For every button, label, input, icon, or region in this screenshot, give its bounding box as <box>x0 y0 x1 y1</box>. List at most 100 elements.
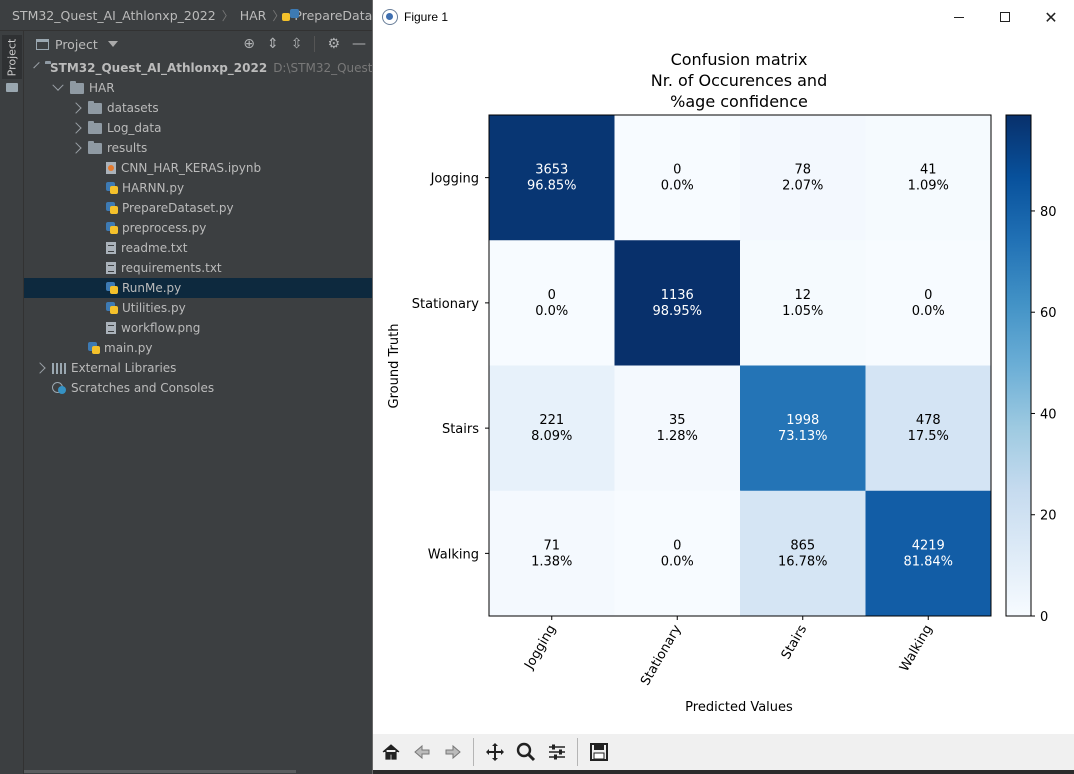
cell-count-label: 1136 <box>661 288 694 303</box>
tree-item[interactable]: readme.txt <box>24 238 372 258</box>
breadcrumb-file[interactable]: PrepareDataset.py <box>294 7 372 23</box>
colorbar <box>1005 114 1032 617</box>
cell-count-label: 0 <box>673 538 681 553</box>
cell-count-label: 41 <box>920 163 937 178</box>
colorbar-tick-label: 40 <box>1040 407 1057 422</box>
chevron-down-icon[interactable] <box>107 41 118 47</box>
tree-item[interactable]: preprocess.py <box>24 218 372 238</box>
chevron-right-icon[interactable] <box>70 102 82 114</box>
tree-item[interactable]: STM32_Quest_AI_Athlonxp_2022 D:\STM32_Que… <box>24 58 390 78</box>
python-file-icon <box>88 342 100 354</box>
tree-item[interactable]: results <box>24 138 372 158</box>
python-file-icon <box>106 282 118 294</box>
close-icon: ✕ <box>1044 7 1058 27</box>
tree-item[interactable]: External Libraries <box>24 358 372 378</box>
tree-item-label: HARNN.py <box>122 181 185 195</box>
heatmap-cell <box>740 240 866 366</box>
cell-percent-label: 73.13% <box>778 429 828 444</box>
cell-percent-label: 0.0% <box>535 304 568 319</box>
tree-item[interactable]: workflow.png <box>24 318 372 338</box>
home-button[interactable] <box>375 737 406 768</box>
tree-item[interactable]: HARNN.py <box>24 178 372 198</box>
colorbar-tick-label: 20 <box>1040 509 1057 524</box>
chevron-down-icon[interactable] <box>52 79 64 91</box>
tree-item[interactable]: Scratches and Consoles <box>24 378 372 398</box>
project-panel-header: Project ⊕ ⇕ ⇳ ⚙ — <box>24 31 372 57</box>
python-file-icon <box>106 182 118 194</box>
breadcrumb-project[interactable]: STM32_Quest_AI_Athlonxp_2022 <box>12 7 216 23</box>
chevron-right-icon[interactable] <box>34 362 46 374</box>
tree-item-label: Log_data <box>107 121 162 135</box>
save-button[interactable] <box>583 737 614 768</box>
tree-item[interactable]: datasets <box>24 98 372 118</box>
maximize-button[interactable] <box>982 0 1028 34</box>
confusion-matrix-plot: Confusion matrix Nr. of Occurences and %ag… <box>387 50 1057 715</box>
pan-button[interactable] <box>479 737 510 768</box>
folder-icon <box>88 120 102 134</box>
colorbar-tick-label: 80 <box>1040 205 1057 220</box>
chevron-down-icon[interactable] <box>33 61 40 69</box>
save-icon <box>589 743 608 761</box>
forward-icon <box>445 744 461 760</box>
horizontal-scrollbar[interactable] <box>24 770 296 773</box>
tree-item[interactable]: PrepareDataset.py <box>24 198 372 218</box>
tree-item[interactable]: Utilities.py <box>24 298 372 318</box>
heatmap-cell <box>489 490 615 617</box>
back-button[interactable] <box>406 737 437 768</box>
project-tool-tab[interactable]: Project <box>2 35 22 79</box>
forward-button[interactable] <box>437 737 468 768</box>
tree-item-label: RunMe.py <box>122 281 182 295</box>
collapse-all-icon[interactable]: ⇳ <box>290 36 303 52</box>
tree-item[interactable]: requirements.txt <box>24 258 372 278</box>
folder-icon[interactable] <box>6 83 18 92</box>
minimize-icon <box>954 16 964 18</box>
cell-count-label: 865 <box>790 538 815 553</box>
cell-percent-label: 1.38% <box>531 554 572 569</box>
hide-panel-icon[interactable]: — <box>352 36 366 52</box>
tree-item[interactable]: CNN_HAR_KERAS.ipynb <box>24 158 372 178</box>
tree-item-label: datasets <box>107 101 159 115</box>
navigation-breadcrumb: STM32_Quest_AI_Athlonxp_2022 〉 HAR 〉 Pre… <box>0 0 372 31</box>
cell-count-label: 0 <box>548 288 556 303</box>
cell-percent-label: 2.07% <box>782 179 823 194</box>
project-panel-title[interactable]: Project <box>55 36 98 52</box>
heatmap-cell <box>865 365 992 492</box>
cell-percent-label: 8.09% <box>531 429 572 444</box>
y-tick-label: Stairs <box>442 422 479 437</box>
cell-percent-label: 0.0% <box>912 304 945 319</box>
chevron-right-icon[interactable] <box>70 142 82 154</box>
chart-title-line: %age confidence <box>670 92 808 111</box>
zoom-button[interactable] <box>510 737 541 768</box>
project-tool-tab-label: Project <box>5 38 19 76</box>
tree-item[interactable]: RunMe.py <box>24 278 372 298</box>
toolbar-separator <box>473 738 474 766</box>
breadcrumb-har[interactable]: HAR <box>239 7 267 23</box>
locate-icon[interactable]: ⊕ <box>243 36 255 52</box>
close-button[interactable]: ✕ <box>1028 0 1074 34</box>
x-tick-label: Jogging <box>522 623 560 673</box>
heatmap-cell <box>614 365 741 492</box>
heatmap-cell <box>614 240 741 366</box>
cell-count-label: 478 <box>916 413 941 428</box>
figure-window-title: Figure 1 <box>404 10 449 24</box>
cell-count-label: 78 <box>794 163 811 178</box>
toolbar-divider <box>314 36 316 52</box>
cell-percent-label: 0.0% <box>661 179 694 194</box>
configure-subplots-button[interactable] <box>541 737 572 768</box>
folder-icon <box>70 80 84 94</box>
expand-all-icon[interactable]: ⇕ <box>266 36 279 52</box>
minimize-button[interactable] <box>936 0 982 34</box>
pan-icon <box>485 743 504 761</box>
chevron-right-icon[interactable] <box>70 122 82 134</box>
project-panel-actions: ⊕ ⇕ ⇳ ⚙ — <box>243 31 366 57</box>
tree-item[interactable]: main.py <box>24 338 372 358</box>
zoom-icon <box>516 742 535 762</box>
tree-item[interactable]: Log_data <box>24 118 372 138</box>
gear-icon[interactable]: ⚙ <box>327 36 340 52</box>
cell-count-label: 0 <box>673 163 681 178</box>
tree-item-label: results <box>107 141 148 155</box>
tree-item[interactable]: HAR <box>24 78 372 98</box>
y-tick-label: Walking <box>428 547 479 562</box>
colorbar-tick-label: 0 <box>1040 610 1048 625</box>
ide-status-strip <box>373 770 1074 774</box>
